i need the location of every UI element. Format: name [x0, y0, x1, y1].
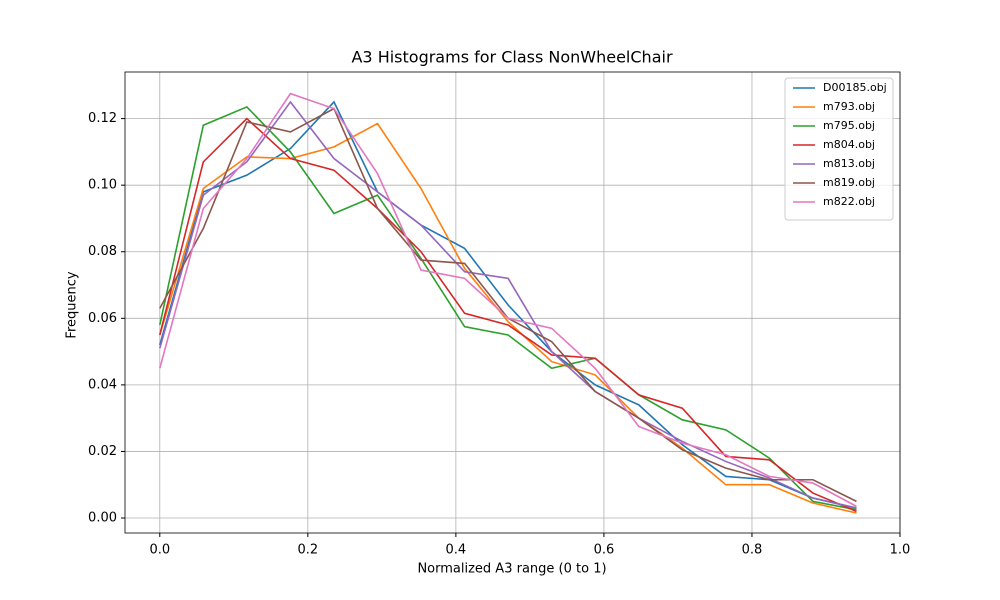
x-tick-label: 0.4	[446, 543, 467, 558]
legend-label: D00185.obj	[823, 81, 887, 94]
legend-label: m822.obj	[823, 195, 875, 208]
series-line	[159, 100, 857, 509]
chart-title: A3 Histograms for Class NonWheelChair	[351, 48, 672, 67]
y-axis-label: Frequency	[65, 271, 80, 338]
y-tick-label: 0.10	[88, 178, 117, 193]
series-line	[159, 117, 857, 513]
series-line	[159, 105, 857, 511]
series-line	[159, 122, 857, 514]
y-tick-label: 0.00	[88, 511, 117, 526]
legend-label: m813.obj	[823, 157, 875, 170]
x-tick-label: 0.8	[742, 543, 763, 558]
y-tick-label: 0.06	[88, 311, 117, 326]
legend-label: m795.obj	[823, 119, 875, 132]
plot-frame	[124, 71, 901, 534]
x-tick-label: 0.2	[297, 543, 318, 558]
x-tick-label: 0.6	[594, 543, 615, 558]
legend-label: m819.obj	[823, 176, 875, 189]
x-axis-label: Normalized A3 range (0 to 1)	[417, 562, 606, 577]
legend-label: m804.obj	[823, 138, 875, 151]
series-line	[159, 92, 857, 508]
legend-label: m793.obj	[823, 100, 875, 113]
legend-box	[784, 77, 894, 221]
y-tick-label: 0.12	[88, 111, 117, 126]
x-tick-label: 1.0	[890, 543, 911, 558]
y-tick-label: 0.08	[88, 244, 117, 259]
y-tick-label: 0.02	[88, 444, 117, 459]
x-tick-label: 0.0	[149, 543, 170, 558]
y-tick-label: 0.04	[88, 377, 117, 392]
